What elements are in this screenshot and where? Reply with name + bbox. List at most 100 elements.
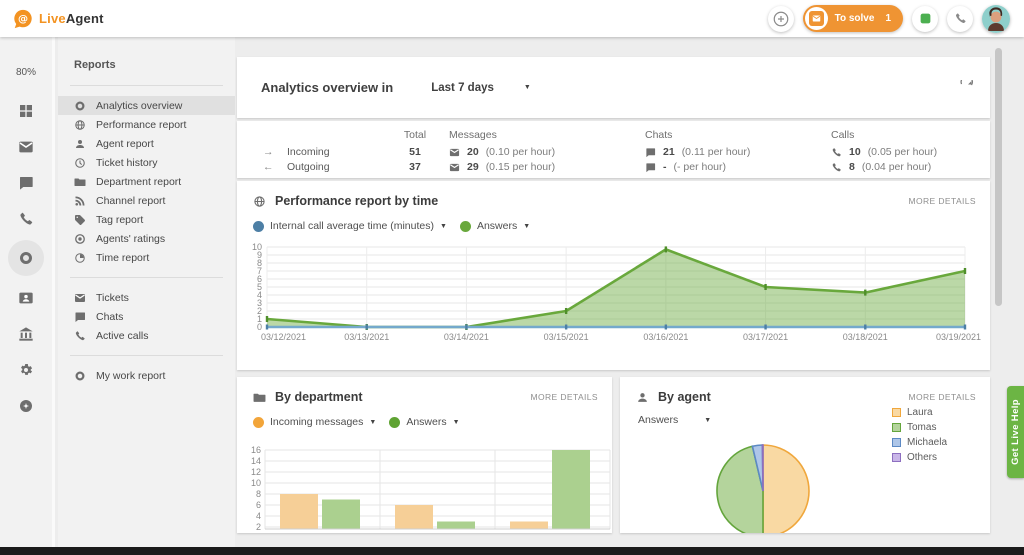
gear-icon xyxy=(18,362,34,378)
rail-item-chats[interactable] xyxy=(8,168,44,197)
legend-dot xyxy=(253,416,264,428)
legend-dot xyxy=(253,220,264,232)
arrow-icon: → xyxy=(263,146,274,158)
rail-item-dashboard[interactable] xyxy=(8,96,44,125)
legend-swatch xyxy=(892,438,901,447)
svg-text:1: 1 xyxy=(257,314,262,324)
chat-status-button[interactable] xyxy=(912,5,938,32)
add-button[interactable] xyxy=(767,5,794,32)
stats-row-label: → Incoming xyxy=(263,146,330,158)
refresh-button[interactable] xyxy=(959,80,974,95)
report-item-tag-report[interactable]: Tag report xyxy=(58,210,235,229)
topbar-actions: To solve 1 xyxy=(767,4,1010,33)
legend-item[interactable]: Internal call average time (minutes) ▼ xyxy=(253,220,447,232)
vertical-scrollbar[interactable] xyxy=(995,48,1002,306)
mail-icon xyxy=(18,139,34,155)
get-live-help-tab[interactable]: Get Live Help xyxy=(1007,386,1024,478)
rail-item-addons[interactable] xyxy=(8,391,44,420)
stats-total-value: 51 xyxy=(409,146,421,158)
svg-text:03/12/2021: 03/12/2021 xyxy=(261,332,306,342)
overview-header-card: Analytics overview in Last 7 days ▼ xyxy=(237,57,990,118)
target-icon xyxy=(74,233,86,245)
rail-item-calls[interactable] xyxy=(8,204,44,233)
svg-text:8: 8 xyxy=(257,258,262,268)
arrow-icon: ← xyxy=(263,161,274,173)
svg-text:6: 6 xyxy=(256,500,261,510)
legend-item[interactable]: Incoming messages ▼ xyxy=(253,416,376,428)
report-item-channel-report[interactable]: Channel report xyxy=(58,191,235,210)
svg-text:6: 6 xyxy=(257,274,262,284)
report-item-label: Agent report xyxy=(96,137,154,150)
report-item-label: Chats xyxy=(96,310,124,323)
legend-item[interactable]: Answers ▼ xyxy=(459,220,530,232)
report-item-agent-report[interactable]: Agent report xyxy=(58,134,235,153)
agent-metric-select[interactable]: Answers ▼ xyxy=(620,404,990,426)
report-item-chats[interactable]: Chats xyxy=(58,307,235,326)
agent-metric-value: Answers xyxy=(638,414,679,426)
to-solve-button[interactable]: To solve 1 xyxy=(802,5,903,32)
get-live-help-label: Get Live Help xyxy=(1010,399,1021,465)
usage-percent: 80% xyxy=(15,67,36,78)
user-avatar[interactable] xyxy=(982,4,1010,33)
agent-more-details-link[interactable]: MORE DETAILS xyxy=(908,392,976,402)
rail-item-tickets[interactable] xyxy=(8,132,44,161)
pie-legend-label: Others xyxy=(907,452,938,463)
legend-label: Incoming messages xyxy=(270,416,364,428)
report-item-label: Tickets xyxy=(96,291,129,304)
svg-text:4: 4 xyxy=(257,290,262,300)
legend-dot xyxy=(459,220,471,232)
date-range-select[interactable]: Last 7 days ▼ xyxy=(431,82,531,94)
bank-icon xyxy=(18,326,34,342)
legend-dot xyxy=(389,416,401,428)
rail-item-customers[interactable] xyxy=(8,283,44,312)
svg-text:10: 10 xyxy=(252,242,262,252)
rail-item-academy[interactable] xyxy=(8,319,44,348)
svg-text:03/16/2021: 03/16/2021 xyxy=(643,332,688,342)
pie-legend-item[interactable]: Tomas xyxy=(892,422,947,433)
star-icon xyxy=(18,398,34,414)
report-item-agents-ratings[interactable]: Agents' ratings xyxy=(58,229,235,248)
pie-legend-item[interactable]: Others xyxy=(892,452,947,463)
phone-status-button[interactable] xyxy=(947,5,973,32)
legend-item[interactable]: Answers ▼ xyxy=(389,416,460,428)
stats-chats-cell: 21 (0.11 per hour) xyxy=(645,146,831,158)
mail-icon xyxy=(449,162,460,173)
agent-pie-chart[interactable] xyxy=(620,405,880,533)
report-item-analytics-overview[interactable]: Analytics overview xyxy=(58,96,235,115)
panel-title: Reports xyxy=(74,59,116,71)
performance-more-details-link[interactable]: MORE DETAILS xyxy=(908,196,976,206)
report-item-label: Time report xyxy=(96,251,150,264)
stats-col-total: Total xyxy=(403,129,427,141)
agent-card-title: By agent xyxy=(658,390,711,404)
by-department-card: By department MORE DETAILS Incoming mess… xyxy=(237,377,612,533)
pie-legend-item[interactable]: Michaela xyxy=(892,437,947,448)
stats-col-chats: Chats xyxy=(645,129,673,141)
svg-text:3: 3 xyxy=(257,298,262,308)
report-item-my-work-report[interactable]: My work report xyxy=(58,366,235,385)
report-item-performance-report[interactable]: Performance report xyxy=(58,115,235,134)
tag-icon xyxy=(74,214,86,226)
report-item-ticket-history[interactable]: Ticket history xyxy=(58,153,235,172)
stats-row-label: ← Outgoing xyxy=(263,161,330,173)
phone-icon xyxy=(831,162,842,173)
rail-item-settings[interactable] xyxy=(8,355,44,384)
svg-text:4: 4 xyxy=(256,511,261,521)
phone-icon xyxy=(954,12,967,25)
phone-icon xyxy=(831,147,842,158)
rail-items xyxy=(8,96,44,420)
department-more-details-link[interactable]: MORE DETAILS xyxy=(530,392,598,402)
svg-text:7: 7 xyxy=(257,266,262,276)
report-item-label: Tag report xyxy=(96,213,144,226)
stats-calls-cell: 10 (0.05 per hour) xyxy=(831,146,990,158)
pie-legend-item[interactable]: Laura xyxy=(892,407,947,418)
liveagent-logo[interactable]: @ LiveAgent xyxy=(12,8,104,30)
report-item-active-calls[interactable]: Active calls xyxy=(58,326,235,345)
rail-item-reports[interactable] xyxy=(8,240,44,276)
report-item-tickets[interactable]: Tickets xyxy=(58,288,235,307)
report-item-department-report[interactable]: Department report xyxy=(58,172,235,191)
report-item-time-report[interactable]: Time report xyxy=(58,248,235,267)
to-solve-count: 1 xyxy=(885,13,891,24)
